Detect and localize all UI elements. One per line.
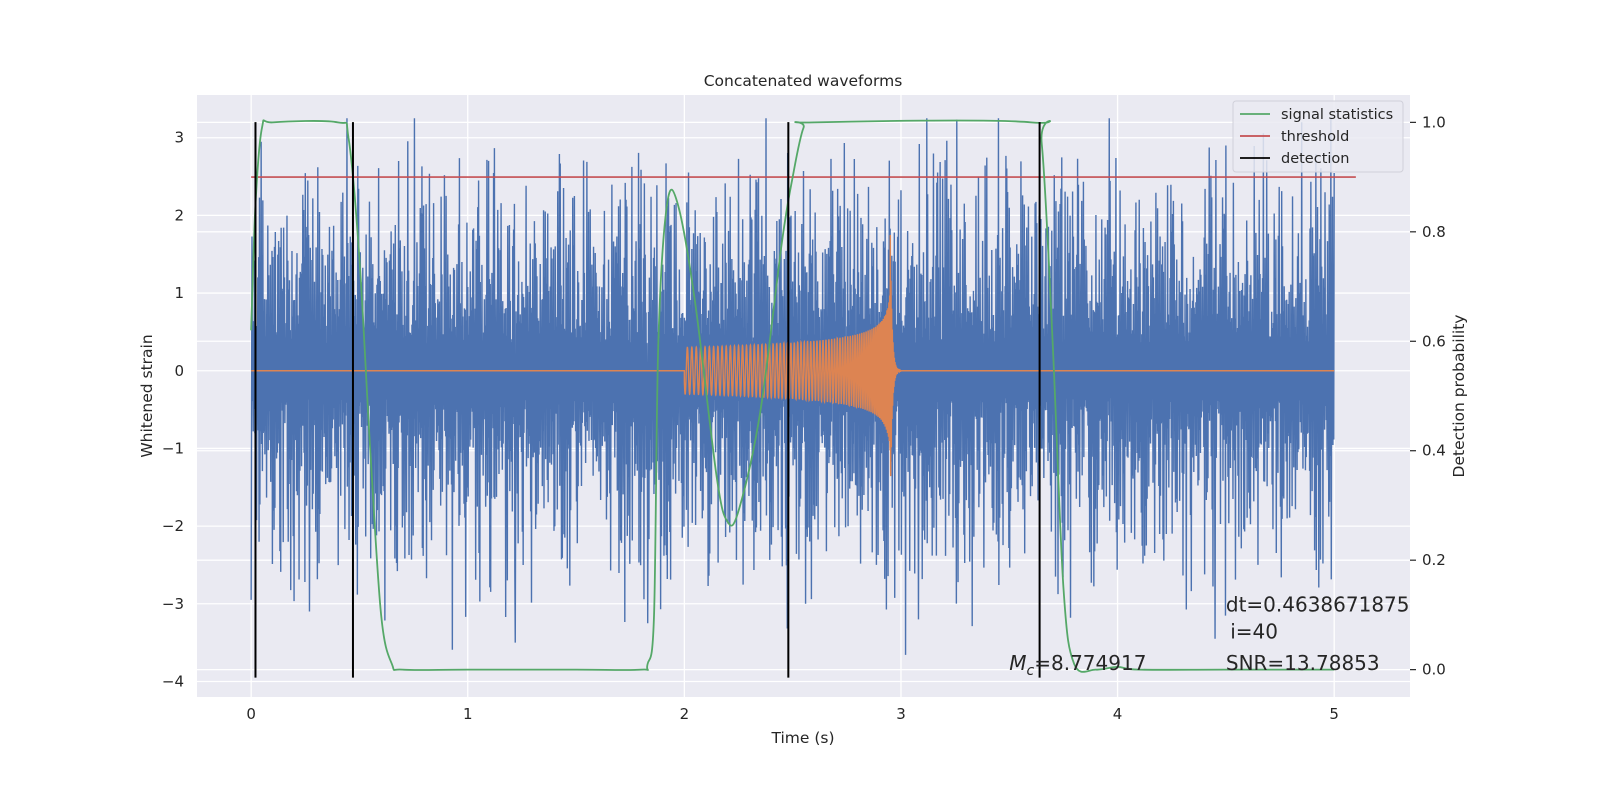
y2-tick-label: 0.8 — [1422, 223, 1446, 241]
x-tick-label: 0 — [246, 705, 256, 723]
y-tick-label: −2 — [162, 517, 184, 535]
legend: signal statistics threshold detection — [1232, 100, 1404, 173]
annotation-chirp-mass-subscript: c — [1027, 663, 1035, 679]
strain-layer — [250, 118, 1335, 655]
injection-layer — [251, 235, 1335, 477]
y2-tick-label: 0.4 — [1422, 442, 1446, 460]
x-tick-label: 2 — [680, 705, 690, 723]
y-tick-label: −3 — [162, 595, 184, 613]
x-ticks: 0 1 2 3 4 5 — [246, 705, 1339, 723]
y-axis-title: Whitened strain — [138, 334, 156, 457]
statistic-layer — [250, 119, 1335, 673]
series-signal-statistics — [250, 119, 1335, 673]
y2-tick-label: 0.6 — [1422, 332, 1446, 350]
detection-layer — [254, 122, 1041, 678]
y-tick-label: −4 — [162, 672, 184, 690]
y-tick-label: 1 — [174, 284, 184, 302]
y-ticks: −4 −3 −2 −1 0 1 2 3 — [162, 129, 184, 691]
x-axis-title: Time (s) — [770, 729, 834, 747]
legend-box — [1232, 100, 1404, 173]
y2-tick-label: 1.0 — [1422, 113, 1446, 131]
y2-tick-label: 0.2 — [1422, 551, 1446, 569]
annotation-chirp-mass: Mc=8.774917 — [1009, 651, 1146, 679]
y-tick-label: 2 — [174, 206, 184, 224]
series-strain — [250, 118, 1335, 655]
annotation-chirp-mass-value: =8.774917 — [1034, 651, 1146, 675]
y2-axis-title: Detection probability — [1450, 315, 1468, 478]
y-tick-label: 3 — [174, 129, 184, 147]
y-tick-label: −1 — [162, 439, 184, 457]
chart-title: Concatenated waveforms — [704, 72, 903, 90]
x-tick-label: 3 — [896, 705, 906, 723]
x-tick-label: 4 — [1113, 705, 1123, 723]
series-injection — [251, 235, 1335, 477]
annotation-dt: dt=0.4638671875 — [1226, 593, 1410, 617]
legend-label-detection: detection — [1281, 151, 1349, 167]
annotation-chirp-mass-symbol: M — [1009, 651, 1026, 675]
x-tick-label: 5 — [1329, 705, 1339, 723]
legend-label-threshold: threshold — [1281, 129, 1349, 145]
legend-label-signal-statistics: signal statistics — [1281, 107, 1393, 123]
y2-tick-label: 0.0 — [1422, 661, 1446, 679]
y2-ticks: 0.0 0.2 0.4 0.6 0.8 1.0 — [1410, 113, 1446, 679]
annotation-index: i=40 — [1230, 620, 1278, 644]
x-tick-label: 1 — [463, 705, 473, 723]
y-tick-label: 0 — [174, 362, 184, 380]
annotation-snr: SNR=13.78853 — [1226, 651, 1380, 675]
